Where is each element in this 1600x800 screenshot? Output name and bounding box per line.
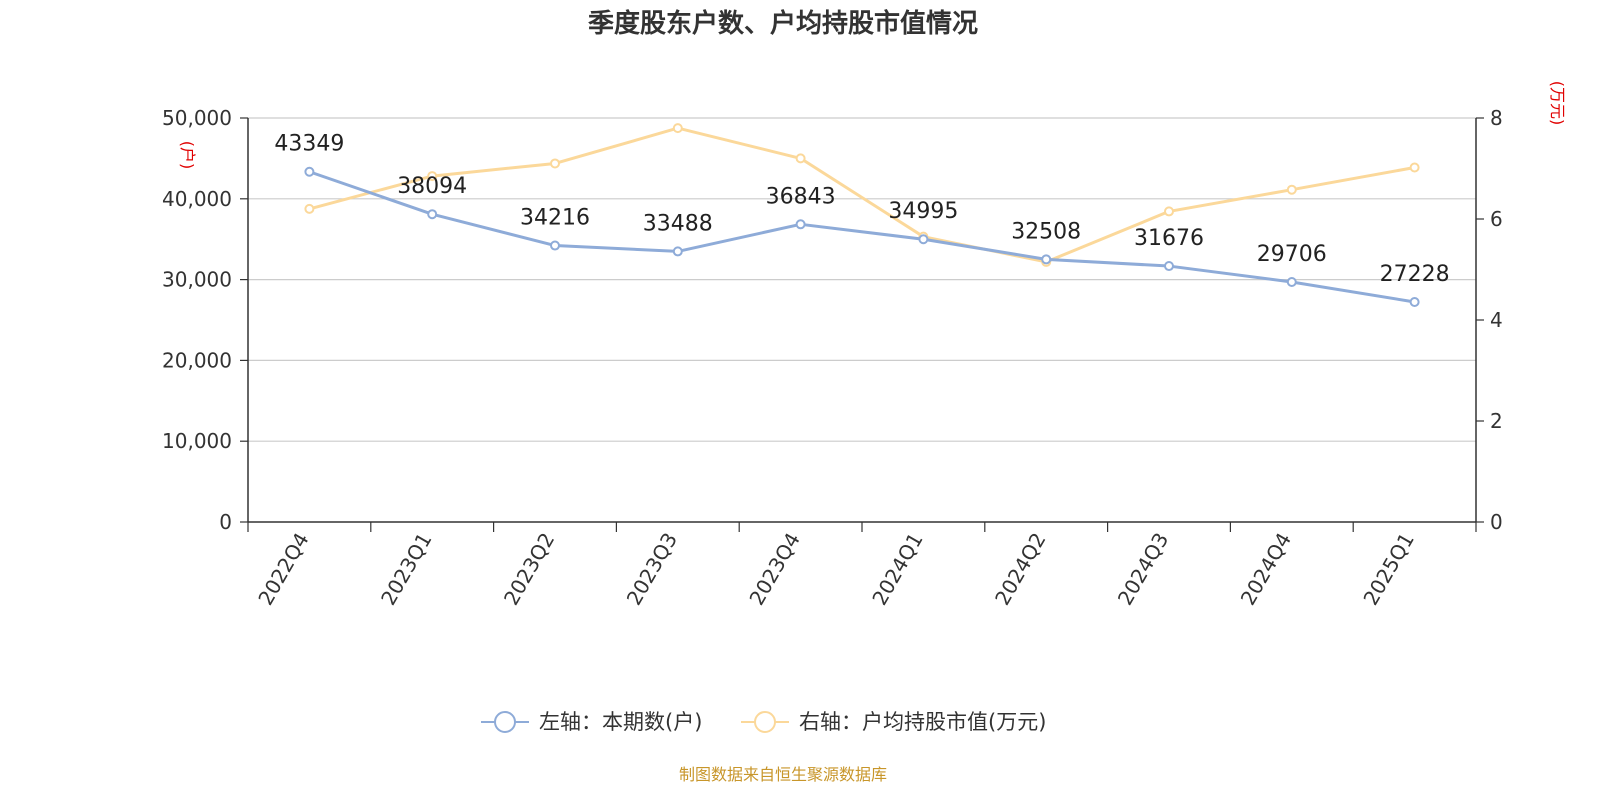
series-line-0: [308, 170, 1415, 304]
x-tick-label: 2024Q1: [867, 529, 927, 610]
right-tick-label: 6: [1490, 207, 1503, 231]
data-point-0: [918, 234, 929, 245]
legend-marker-right: [754, 711, 776, 733]
x-tick-label: 2023Q1: [376, 529, 436, 610]
legend-item-right[interactable]: 右轴：户均持股市值(万元): [741, 710, 1046, 734]
data-label: 31676: [1134, 226, 1204, 251]
x-tick-label: 2025Q1: [1358, 529, 1418, 610]
data-label: 33488: [643, 211, 713, 236]
left-tick-label: 50,000: [162, 106, 232, 130]
x-tick-label: 2023Q3: [622, 529, 682, 610]
data-point-0: [427, 209, 438, 220]
data-label: 32508: [1011, 219, 1081, 244]
data-labels: 43349 38094 34216 33488 36843 34995 32508 31676…: [274, 132, 1449, 287]
legend: 左轴：本期数(户) 右轴：户均持股市值(万元): [481, 710, 1046, 734]
right-tick-label: 0: [1490, 510, 1503, 534]
data-label: 34216: [520, 206, 590, 231]
left-tick-label: 20,000: [162, 348, 232, 372]
source-note: 制图数据来自恒生聚源数据库: [679, 765, 887, 784]
x-tick-label: 2024Q4: [1236, 529, 1296, 610]
data-point-0: [550, 240, 560, 251]
data-point-0: [1041, 254, 1052, 265]
series-layer: [304, 123, 1420, 307]
data-point-1: [550, 158, 560, 169]
x-tick-label: 2022Q4: [253, 529, 313, 610]
left-tick-label: 0: [219, 510, 232, 534]
gridlines: [248, 117, 1476, 442]
data-point-1: [1164, 206, 1174, 217]
data-point-1: [1286, 184, 1297, 195]
data-label: 38094: [397, 174, 467, 199]
data-label: 34995: [888, 199, 958, 224]
left-tick-label: 40,000: [162, 187, 232, 211]
data-point-1: [1409, 162, 1420, 173]
right-axis-unit: (万元): [1548, 81, 1567, 126]
data-point-1: [304, 203, 315, 214]
legend-label-left: 左轴：本期数(户): [539, 710, 702, 734]
series-line-1: [309, 126, 1415, 264]
left-axis-unit: (户): [178, 141, 197, 170]
data-point-1: [672, 123, 683, 134]
data-label: 43349: [274, 132, 344, 157]
data-point-0: [795, 219, 806, 230]
left-tick-label: 30,000: [162, 268, 232, 292]
data-point-0: [1409, 296, 1420, 307]
x-tick-label: 2023Q4: [744, 529, 804, 610]
data-label: 29706: [1257, 242, 1327, 267]
legend-item-left[interactable]: 左轴：本期数(户): [481, 710, 702, 734]
legend-marker-left: [494, 711, 516, 733]
data-point-0: [1164, 261, 1174, 272]
left-axis-ticks: 0 10,000 20,000 30,000 40,000 50,000: [162, 106, 248, 534]
data-label: 36843: [766, 184, 836, 209]
x-tick-label: 2023Q2: [499, 529, 559, 610]
data-point-0: [304, 166, 315, 177]
data-point-0: [1286, 276, 1297, 287]
x-axis-ticks: 2022Q4 2023Q1 2023Q2 2023Q3 2023Q4 2024Q1 2024…: [247, 522, 1477, 610]
right-axis-ticks: 0 2 4 6 8: [1476, 106, 1503, 534]
left-tick-label: 10,000: [162, 429, 232, 453]
data-point-0: [672, 246, 683, 257]
x-tick-label: 2024Q3: [1113, 529, 1173, 610]
right-tick-label: 2: [1490, 409, 1503, 433]
legend-label-right: 右轴：户均持股市值(万元): [799, 710, 1046, 734]
chart-title: 季度股东户数、户均持股市值情况: [588, 8, 978, 39]
right-tick-label: 4: [1490, 308, 1503, 332]
right-tick-label: 8: [1490, 106, 1503, 130]
data-point-1: [427, 171, 438, 182]
data-label: 27228: [1380, 262, 1450, 287]
data-point-1: [795, 153, 806, 164]
x-tick-label: 2024Q2: [990, 529, 1050, 610]
